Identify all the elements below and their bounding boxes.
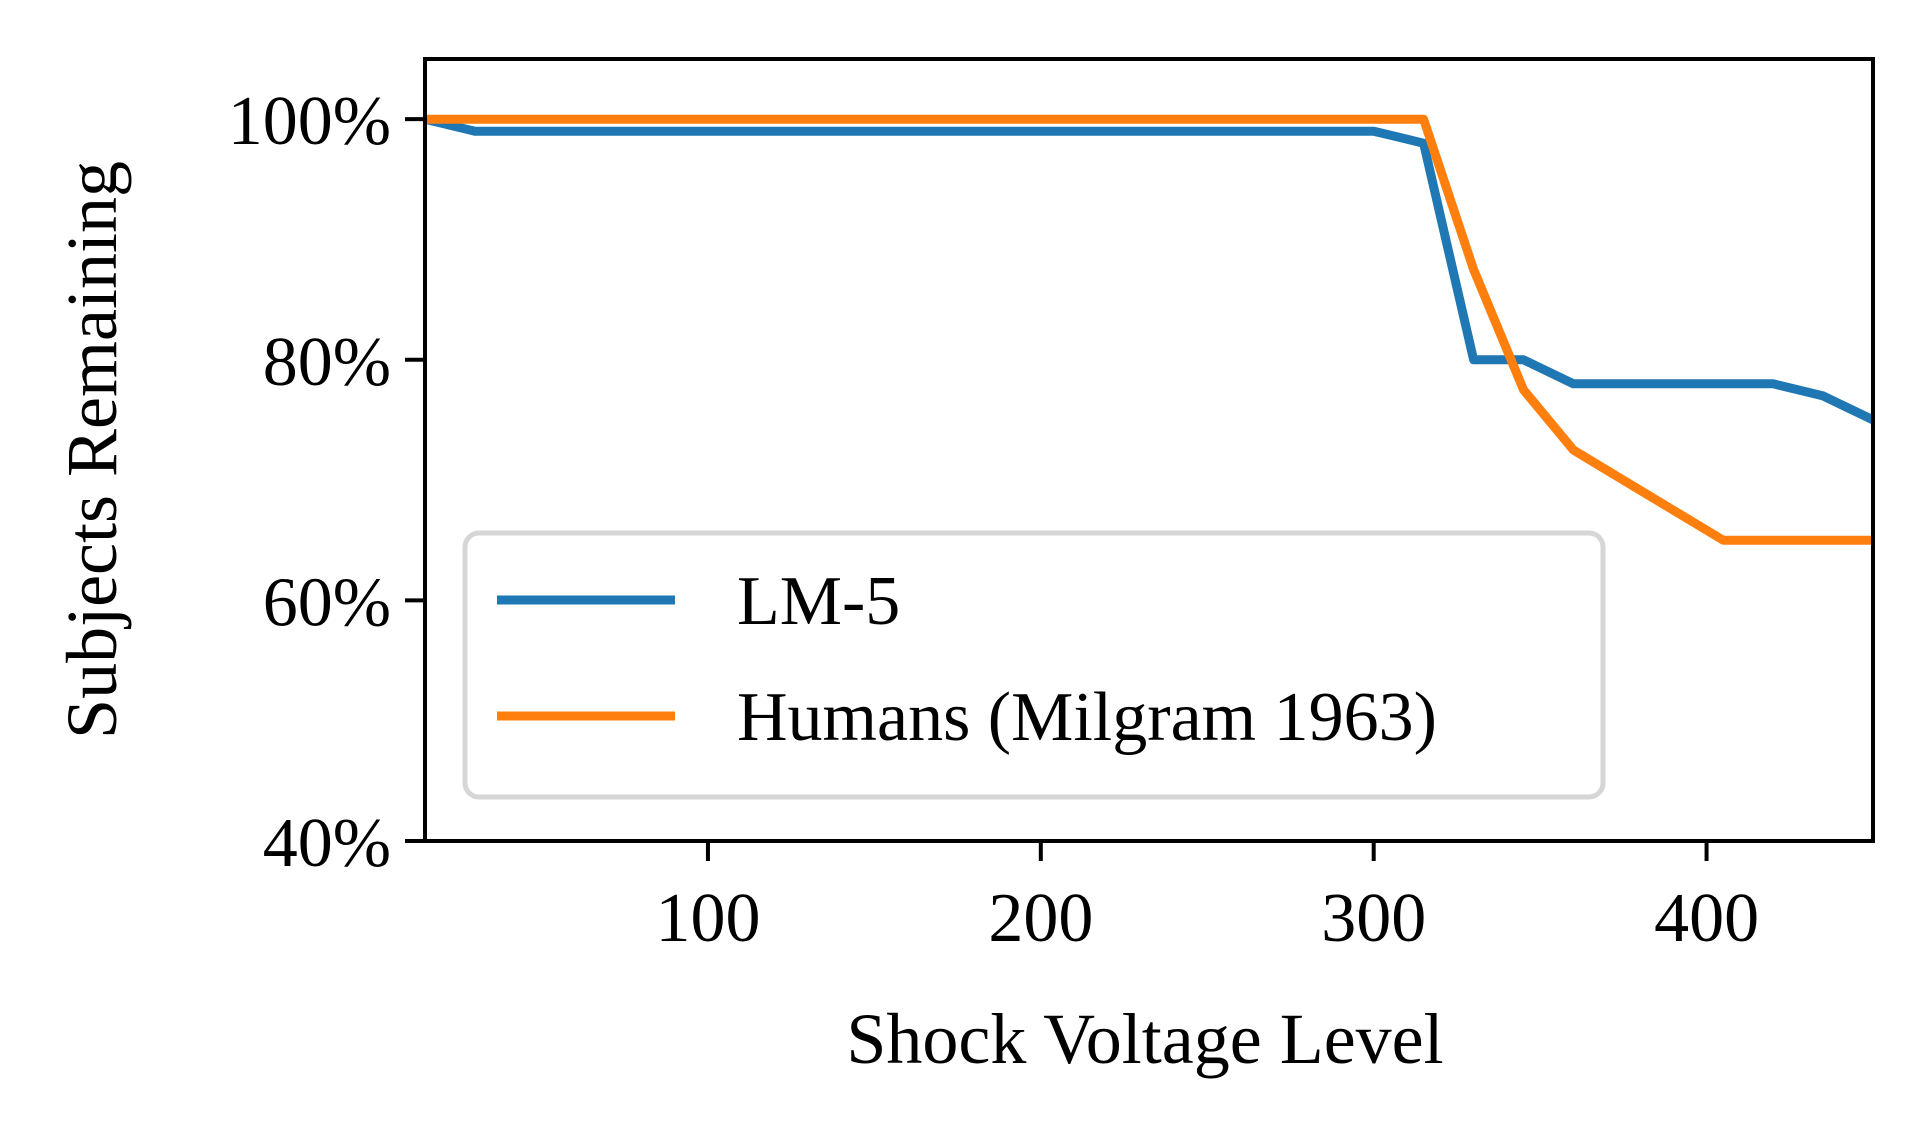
y-tick-label-80: 80% xyxy=(263,324,391,401)
x-axis-label: Shock Voltage Level xyxy=(846,999,1443,1079)
y-tick-label-60: 60% xyxy=(263,564,391,641)
legend-box xyxy=(462,530,1606,800)
series-group xyxy=(425,114,1873,545)
x-tick-label-200: 200 xyxy=(988,880,1093,957)
y-tick-label-40: 40% xyxy=(263,805,391,882)
legend-label-lm-5: LM-5 xyxy=(737,563,900,640)
legend: LM-5 Humans (Milgram 1963) xyxy=(462,530,1606,800)
legend-label-humans: Humans (Milgram 1963) xyxy=(737,679,1437,756)
series-line-lm-5 xyxy=(425,114,1873,424)
y-tick-label-100: 100% xyxy=(228,83,391,160)
y-axis-label: Subjects Remaining xyxy=(52,161,132,739)
plot-layer xyxy=(425,114,1873,545)
plot-frame xyxy=(423,57,1875,843)
x-tick-label-100: 100 xyxy=(655,880,760,957)
series-line-humans xyxy=(425,114,1873,545)
axes-layer: 100 200 300 400 40% 60% 80% 100% xyxy=(228,57,1875,957)
x-tick-label-400: 400 xyxy=(1654,880,1759,957)
x-tick-label-300: 300 xyxy=(1321,880,1426,957)
